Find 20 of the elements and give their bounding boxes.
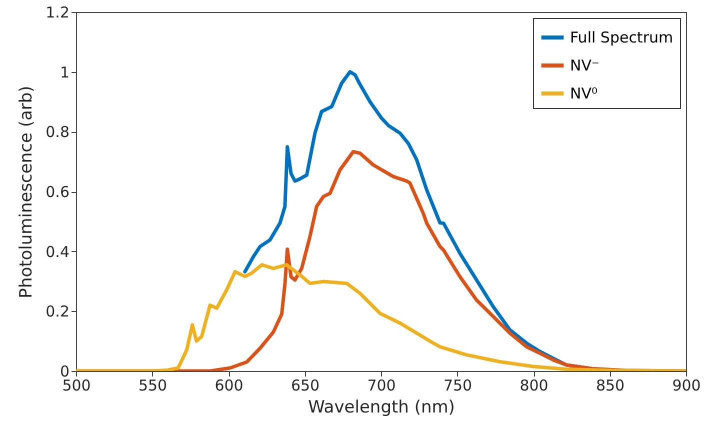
x-axis-title: Wavelength (nm) [308,398,455,418]
x-tick-label: 700 [367,376,396,394]
x-tick-label: 900 [672,376,701,394]
y-tick-label: 0.8 [46,123,70,142]
y-tick-label: 0.6 [46,183,70,201]
x-tick-label: 850 [596,376,625,394]
y-tick-label: 1 [60,63,70,82]
legend-label: NV⁻ [570,56,600,74]
x-tick-label: 600 [214,376,244,394]
y-tick-label: 0.2 [46,302,70,321]
y-tick-label: 1.2 [46,4,70,22]
x-tick-label: 650 [290,376,320,394]
x-tick-label: 800 [520,376,548,394]
y-axis-title: Photoluminescence (arb) [16,86,37,298]
line-series [76,263,686,371]
legend-label: Full Spectrum [570,28,674,46]
x-tick-label: 750 [443,376,472,394]
legend-label: NV⁰ [570,84,598,102]
x-tick-label: 550 [138,376,168,394]
y-tick-label: 0.4 [46,242,70,261]
